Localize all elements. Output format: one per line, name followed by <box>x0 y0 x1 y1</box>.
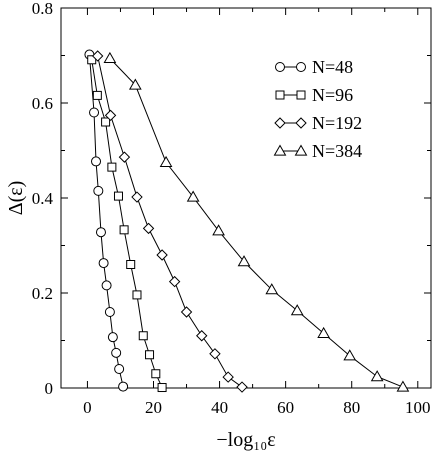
circle-marker <box>95 227 106 238</box>
y-tick-label: 0.2 <box>32 284 53 303</box>
diamond-marker <box>209 348 221 360</box>
square-marker <box>145 350 155 360</box>
diamond-marker <box>156 249 168 261</box>
legend-triangle-marker <box>294 144 308 156</box>
legend-diamond-marker <box>274 117 286 129</box>
diamond-marker <box>118 151 131 163</box>
triangle-marker <box>370 370 384 382</box>
series-1 <box>84 49 129 392</box>
series-line <box>97 55 243 388</box>
circle-marker <box>91 156 102 167</box>
square-marker <box>87 55 97 65</box>
x-tick-label: 40 <box>211 398 228 417</box>
triangle-marker <box>159 155 173 167</box>
legend-label: N=48 <box>312 57 353 77</box>
series-line <box>109 58 404 388</box>
legend-label: N=96 <box>312 85 353 105</box>
legend-diamond-marker <box>295 117 307 129</box>
y-tick-label: 0 <box>45 379 54 398</box>
diamond-marker <box>131 191 143 203</box>
series-line <box>91 59 163 388</box>
diamond-marker <box>236 381 248 393</box>
square-marker <box>92 90 102 100</box>
diamond-marker <box>91 50 104 62</box>
triangle-marker <box>128 78 142 90</box>
y-tick-label: 0.4 <box>32 189 54 208</box>
x-tick-label: 60 <box>277 398 294 417</box>
square-marker <box>157 383 167 393</box>
diamond-marker <box>168 275 181 288</box>
diamond-marker <box>142 222 155 235</box>
square-marker <box>113 191 123 201</box>
series-4 <box>103 51 410 392</box>
circle-marker <box>93 185 104 196</box>
square-marker <box>119 225 129 235</box>
diamond-marker <box>180 306 193 318</box>
square-marker <box>132 290 142 300</box>
series-layer <box>84 49 410 393</box>
legend: N=48 N=96 N=192 N=384 <box>273 57 362 161</box>
x-axis-title: −log₁₀ε <box>216 429 275 451</box>
triangle-marker <box>237 255 251 267</box>
y-axis-title: Δ(ε) <box>5 181 27 216</box>
legend-square-marker <box>296 90 306 100</box>
x-tick-label: 80 <box>343 398 360 417</box>
circle-marker <box>89 107 100 118</box>
legend-triangle-marker <box>273 144 287 156</box>
y-tick-label: 0.8 <box>32 0 53 18</box>
legend-item: N=96 <box>275 85 353 105</box>
triangle-marker <box>212 224 225 236</box>
triangle-marker <box>396 380 410 392</box>
series-3 <box>91 50 248 393</box>
legend-label: N=384 <box>312 141 362 161</box>
legend-circle-marker <box>275 62 285 72</box>
square-marker <box>107 162 117 172</box>
triangle-marker <box>290 304 304 316</box>
circle-marker <box>101 280 112 291</box>
triangle-marker <box>103 51 117 63</box>
diamond-marker <box>222 371 234 383</box>
diamond-marker <box>104 109 117 122</box>
circle-marker <box>118 381 129 392</box>
legend-square-marker <box>275 90 285 100</box>
legend-item: N=384 <box>273 141 362 161</box>
series-line <box>88 54 124 387</box>
x-tick-label: 20 <box>145 398 162 417</box>
triangle-marker <box>317 326 330 338</box>
square-marker <box>151 369 161 379</box>
circle-marker <box>111 347 122 358</box>
circle-marker <box>114 364 125 374</box>
series-2 <box>87 55 167 393</box>
triangle-marker <box>186 190 200 202</box>
square-marker <box>101 117 111 127</box>
circle-marker <box>107 332 118 343</box>
legend-label: N=192 <box>312 113 362 133</box>
square-marker <box>126 260 136 269</box>
diamond-marker <box>196 330 208 342</box>
legend-circle-marker <box>296 62 306 72</box>
x-tick-label: 0 <box>83 398 92 417</box>
legend-item: N=48 <box>275 57 353 77</box>
triangle-marker <box>265 283 279 295</box>
legend-item: N=192 <box>274 113 362 133</box>
circle-marker <box>98 258 109 269</box>
y-tick-label: 0.6 <box>32 94 53 113</box>
x-tick-label: 100 <box>405 398 431 417</box>
triangle-marker <box>343 349 357 361</box>
circle-marker <box>104 307 115 317</box>
square-marker <box>138 331 148 341</box>
